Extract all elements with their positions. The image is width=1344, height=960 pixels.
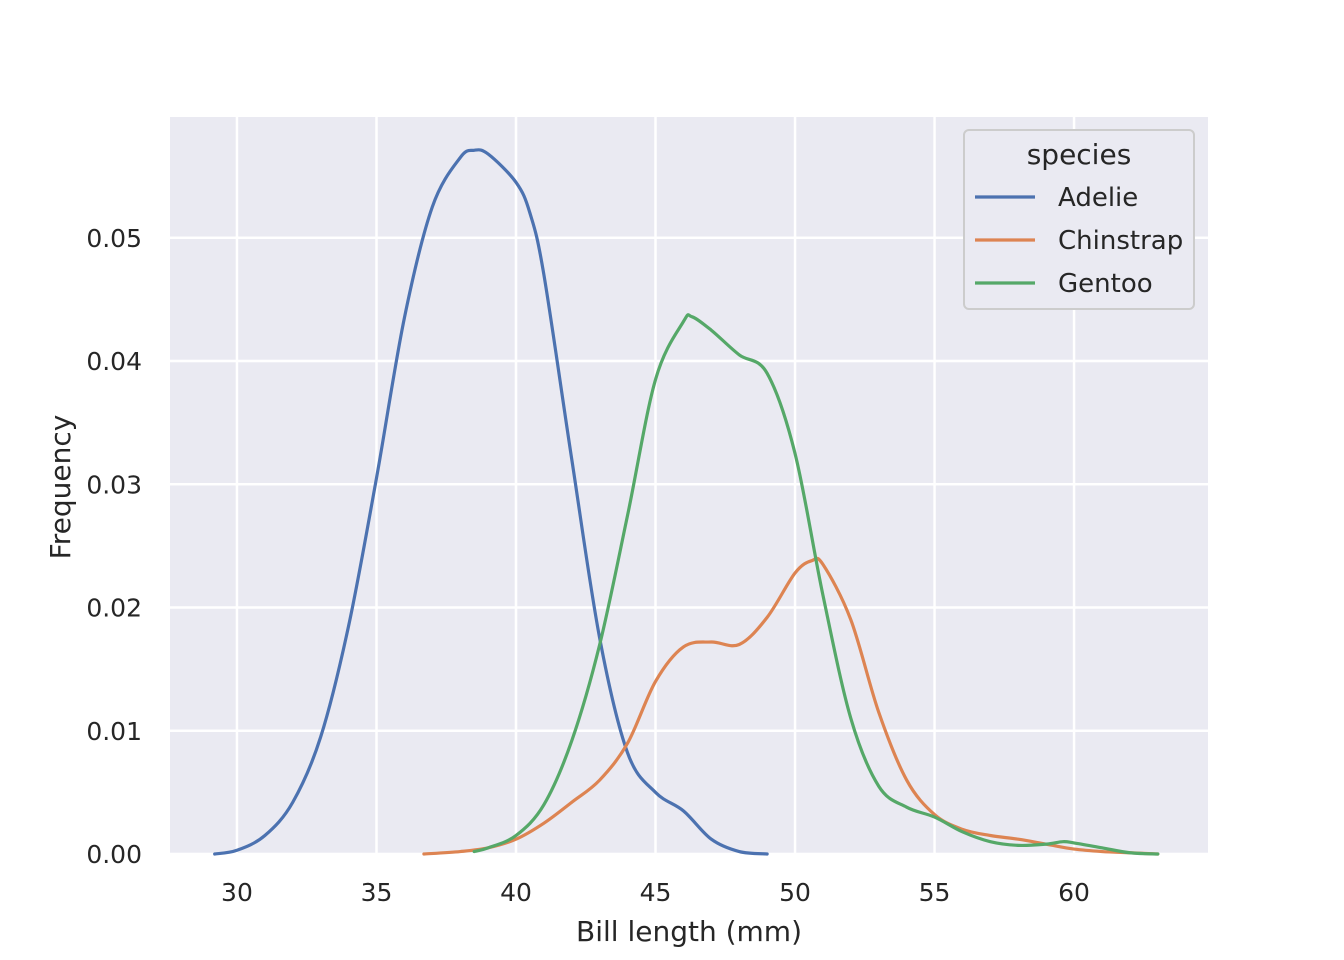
x-tick-label: 40 <box>500 878 532 907</box>
y-tick-label: 0.05 <box>86 224 142 253</box>
legend: species Adelie Chinstrap Gentoo <box>963 129 1195 310</box>
series-line-adelie <box>213 148 769 856</box>
x-tick-label: 30 <box>221 878 253 907</box>
y-axis-label: Frequency <box>44 415 77 560</box>
y-tick-label: 0.03 <box>86 470 142 499</box>
y-tick-labels: 0.00 0.01 0.02 0.03 0.04 0.05 <box>86 224 142 869</box>
legend-label-chinstrap: Chinstrap <box>1058 226 1183 256</box>
x-tick-label: 45 <box>640 878 672 907</box>
y-tick-label: 0.00 <box>86 840 142 869</box>
legend-title: species <box>1027 138 1132 171</box>
x-tick-label: 60 <box>1058 878 1090 907</box>
legend-items: Adelie Chinstrap Gentoo <box>975 183 1183 299</box>
series-lines <box>213 148 1160 856</box>
y-tick-label: 0.02 <box>86 594 142 623</box>
y-tick-label: 0.04 <box>86 347 142 376</box>
x-tick-label: 55 <box>919 878 951 907</box>
legend-label-adelie: Adelie <box>1058 183 1138 213</box>
x-tick-label: 50 <box>779 878 811 907</box>
legend-label-gentoo: Gentoo <box>1058 269 1153 299</box>
x-tick-labels: 30 35 40 45 50 55 60 <box>221 878 1090 907</box>
legend-box <box>963 129 1195 310</box>
x-tick-label: 35 <box>361 878 393 907</box>
series-line-gentoo <box>472 313 1160 856</box>
y-tick-label: 0.01 <box>86 717 142 746</box>
series-line-chinstrap <box>422 556 1160 856</box>
x-axis-label: Bill length (mm) <box>576 915 802 948</box>
